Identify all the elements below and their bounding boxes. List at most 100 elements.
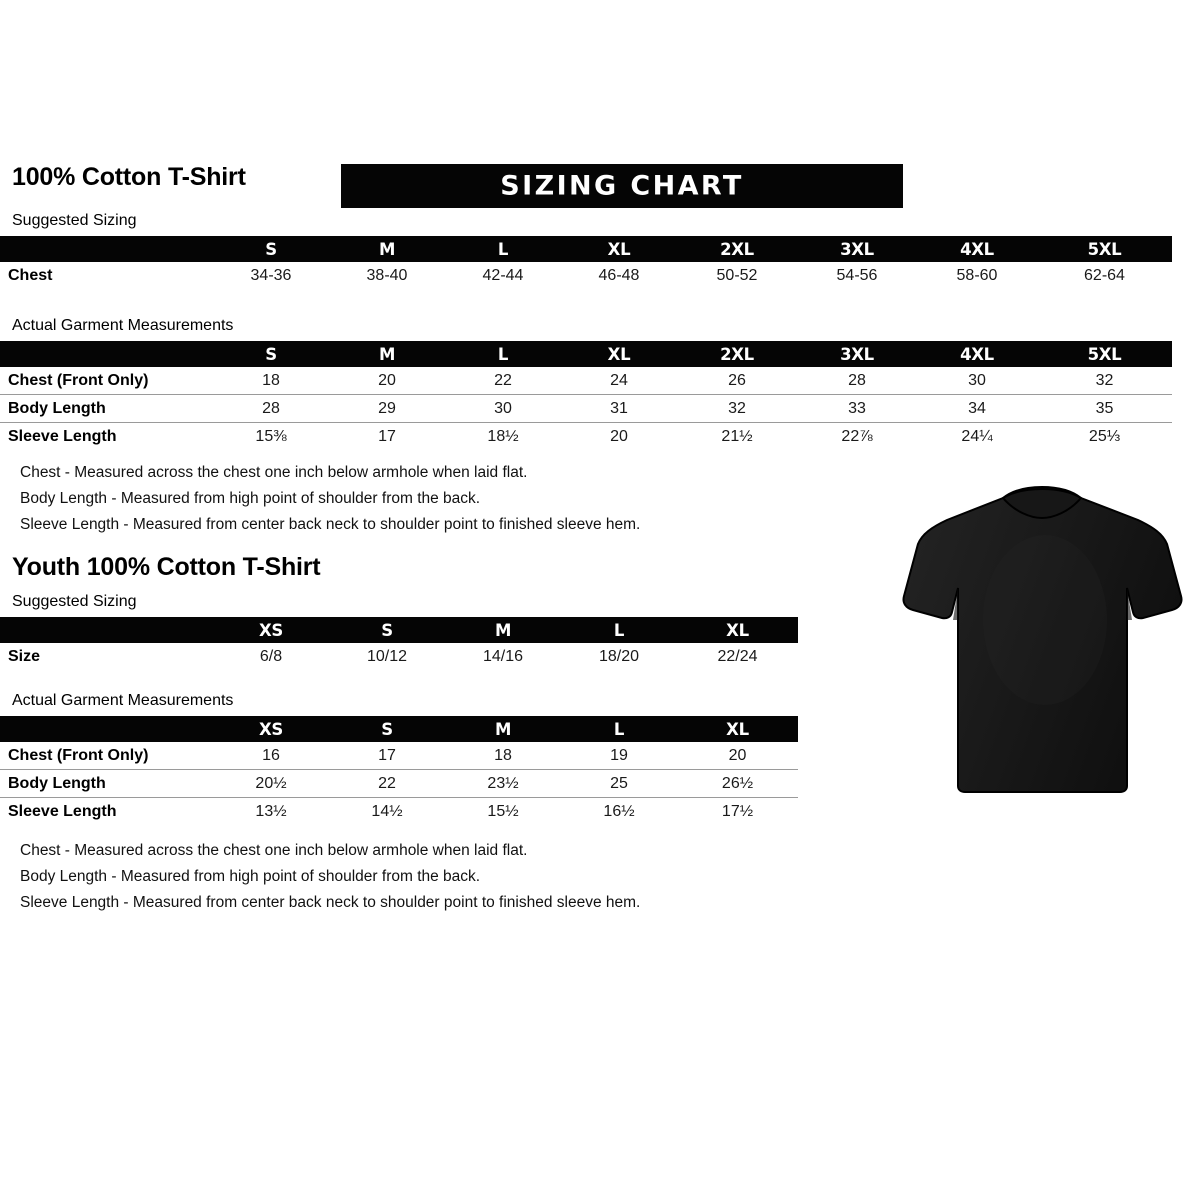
col-header-blank	[0, 341, 213, 367]
adult-actual-measurements-label: Actual Garment Measurements	[12, 317, 234, 334]
cell-size-xs: 6/8	[259, 647, 283, 665]
col-header-xs: XS	[258, 620, 283, 640]
cell-bodylength-3xl: 33	[797, 394, 917, 423]
col-header-xl: XL	[726, 719, 749, 739]
cell-chestfront-m: 18	[494, 746, 512, 764]
col-header-blank	[0, 236, 213, 262]
col-header-s: S	[381, 719, 393, 739]
note-sleeve-length: Sleeve Length - Measured from center bac…	[20, 516, 641, 533]
cell-chestfront-4xl: 30	[968, 371, 986, 389]
tshirt-highlight	[983, 535, 1107, 705]
table-header-row: XS S M L XL	[0, 716, 798, 742]
cell-sleevelength-s: 15⅜	[213, 422, 329, 450]
cell-sleevelength-m: 17	[329, 422, 445, 450]
cell-chest-2xl: 50-52	[716, 266, 758, 284]
table-row: Chest 34-36 38-40 42-44 46-48 50-52 54-5…	[0, 262, 1172, 289]
cell-chestfront-l: 22	[494, 371, 512, 389]
cell-sleevelength-m: 15½	[445, 797, 561, 825]
note-body-length: Body Length - Measured from high point o…	[20, 490, 481, 507]
table-row: Body Length 20½ 22 23½ 25 26½	[0, 769, 798, 798]
col-header-4xl: 4XL	[960, 239, 994, 259]
cell-sleevelength-xl: 20	[561, 422, 677, 450]
cell-size-xl: 22/24	[717, 647, 758, 665]
cell-sleevelength-l: 18½	[445, 422, 561, 450]
table-row: Body Length 28 29 30 31 32 33 34 35	[0, 394, 1172, 423]
table-row: Size 6/8 10/12 14/16 18/20 22/24	[0, 643, 798, 670]
cell-bodylength-5xl: 35	[1037, 394, 1172, 423]
row-label-sleeve-length: Sleeve Length	[0, 797, 213, 825]
col-header-s: S	[265, 239, 277, 259]
row-label-chest-front-only: Chest (Front Only)	[8, 746, 149, 764]
col-header-5xl: 5XL	[1087, 344, 1122, 364]
col-header-2xl: 2XL	[720, 344, 754, 364]
cell-chestfront-s: 18	[262, 371, 280, 389]
cell-bodylength-xl: 26½	[677, 769, 798, 798]
cell-sleevelength-s: 14½	[329, 797, 445, 825]
cell-chestfront-s: 17	[378, 746, 396, 764]
note-sleeve-length: Sleeve Length - Measured from center bac…	[20, 894, 641, 911]
note-chest: Chest - Measured across the chest one in…	[20, 464, 528, 481]
tshirt-right-sleeve-shadow	[1127, 588, 1132, 620]
cell-sleevelength-3xl: 22⅞	[797, 422, 917, 450]
cell-bodylength-xs: 20½	[213, 769, 329, 798]
cell-bodylength-m: 29	[329, 394, 445, 423]
cell-sleevelength-l: 16½	[561, 797, 677, 825]
cell-sleevelength-xs: 13½	[213, 797, 329, 825]
col-header-5xl: 5XL	[1087, 239, 1122, 259]
cell-bodylength-l: 25	[561, 769, 677, 798]
cell-sleevelength-xl: 17½	[677, 797, 798, 825]
sizing-chart-banner: SIZING CHART	[341, 164, 903, 208]
sizing-chart-banner-label: SIZING CHART	[500, 170, 744, 202]
col-header-m: M	[378, 239, 396, 259]
col-header-m: M	[494, 719, 512, 739]
adult-measurement-notes: Chest - Measured across the chest one in…	[20, 460, 640, 538]
col-header-4xl: 4XL	[960, 344, 994, 364]
cell-bodylength-s: 22	[329, 769, 445, 798]
cell-chestfront-m: 20	[378, 371, 396, 389]
cell-chest-l: 42-44	[482, 266, 524, 284]
cell-bodylength-4xl: 34	[917, 394, 1037, 423]
note-body-length: Body Length - Measured from high point o…	[20, 868, 481, 885]
col-header-s: S	[381, 620, 393, 640]
col-header-xs: XS	[258, 719, 283, 739]
row-label-sleeve-length: Sleeve Length	[0, 422, 213, 450]
youth-actual-measurements-label: Actual Garment Measurements	[12, 692, 234, 709]
youth-section-title: Youth 100% Cotton T-Shirt	[12, 553, 321, 581]
col-header-l: L	[497, 239, 509, 259]
cell-chestfront-xl: 20	[728, 746, 747, 764]
cell-bodylength-m: 23½	[445, 769, 561, 798]
youth-measurement-notes: Chest - Measured across the chest one in…	[20, 838, 640, 916]
col-header-blank	[0, 716, 213, 742]
cell-chest-3xl: 54-56	[836, 266, 878, 284]
col-header-xl: XL	[607, 344, 631, 364]
cell-size-m: 14/16	[482, 647, 524, 665]
cell-sleevelength-5xl: 25⅓	[1037, 422, 1172, 450]
cell-chestfront-l: 19	[610, 746, 628, 764]
table-row: Sleeve Length 15⅜ 17 18½ 20 21½ 22⅞ 24¼ …	[0, 422, 1172, 450]
adult-section-title: 100% Cotton T-Shirt	[12, 163, 246, 191]
adult-suggested-sizing-label: Suggested Sizing	[12, 212, 137, 229]
col-header-3xl: 3XL	[840, 344, 874, 364]
cell-bodylength-s: 28	[213, 394, 329, 423]
row-label-chest-front-only: Chest (Front Only)	[8, 371, 149, 389]
adult-suggested-sizing-table: S M L XL 2XL 3XL 4XL 5XL Chest 34-36 38-…	[0, 236, 1172, 289]
cell-chest-4xl: 58-60	[956, 266, 998, 284]
tshirt-left-sleeve-shadow	[953, 588, 958, 620]
adult-actual-measurements-table: S M L XL 2XL 3XL 4XL 5XL Chest (Front On…	[0, 341, 1172, 450]
cell-chest-xl: 46-48	[598, 266, 640, 284]
table-row: Chest (Front Only) 18 20 22 24 26 28 30 …	[0, 367, 1172, 395]
col-header-l: L	[613, 620, 625, 640]
cell-bodylength-l: 30	[445, 394, 561, 423]
table-header-row: XS S M L XL	[0, 617, 798, 643]
cell-chestfront-xs: 16	[262, 746, 280, 764]
cell-chestfront-5xl: 32	[1095, 371, 1114, 389]
cell-bodylength-xl: 31	[561, 394, 677, 423]
col-header-blank	[0, 617, 213, 643]
row-label-chest: Chest	[8, 266, 53, 284]
table-row: Sleeve Length 13½ 14½ 15½ 16½ 17½	[0, 797, 798, 825]
black-tshirt-photo	[895, 470, 1190, 815]
col-header-2xl: 2XL	[720, 239, 754, 259]
note-chest: Chest - Measured across the chest one in…	[20, 842, 528, 859]
cell-sleevelength-2xl: 21½	[677, 422, 797, 450]
